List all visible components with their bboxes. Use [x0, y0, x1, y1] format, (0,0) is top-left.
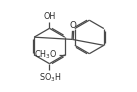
Text: O: O — [70, 21, 76, 30]
Text: SO$_3$H: SO$_3$H — [39, 71, 61, 84]
Text: OH: OH — [43, 12, 56, 21]
Text: CH$_3$O: CH$_3$O — [34, 49, 58, 61]
